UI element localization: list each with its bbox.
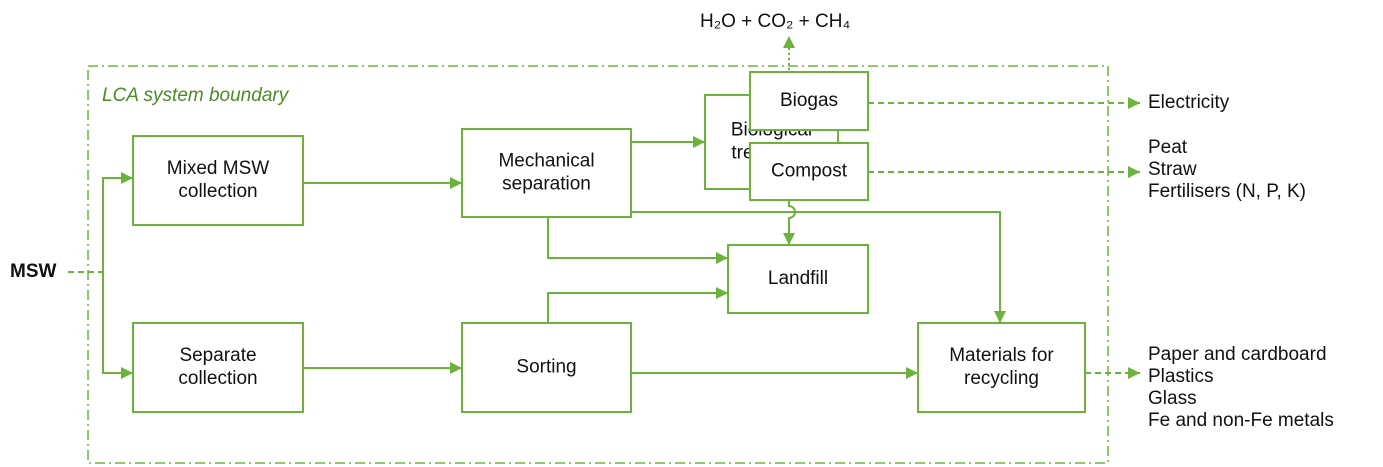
process-label: Landfill <box>768 268 828 289</box>
process-box <box>461 322 632 413</box>
process-label: separation <box>502 174 591 195</box>
process-box <box>917 322 1086 413</box>
process-label: Sorting <box>516 357 576 378</box>
process-label: recycling <box>964 368 1039 389</box>
output-label: Electricity <box>1148 92 1230 113</box>
process-label: Mixed MSW <box>167 158 269 179</box>
process-box <box>749 142 869 201</box>
process-box <box>132 135 304 226</box>
output-label: Glass <box>1148 388 1197 409</box>
process-label: collection <box>178 181 257 202</box>
output-label: Fertilisers (N, P, K) <box>1148 181 1306 202</box>
process-box <box>461 128 632 218</box>
output-label: Straw <box>1148 159 1197 180</box>
process-label: Biogas <box>780 90 838 111</box>
process-label: Separate <box>179 345 256 366</box>
process-label: Materials for <box>949 345 1054 366</box>
process-box <box>132 322 304 413</box>
process-label: Compost <box>771 161 848 182</box>
boundary-label: LCA system boundary <box>102 85 290 106</box>
process-label: collection <box>178 368 257 389</box>
process-box <box>749 71 869 131</box>
output-label: Peat <box>1148 137 1188 158</box>
emissions-label: H₂O + CO₂ + CH₄ <box>700 11 851 32</box>
output-label: Fe and non-Fe metals <box>1148 410 1334 431</box>
process-box <box>727 244 869 314</box>
output-label: Paper and cardboard <box>1148 344 1327 365</box>
input-label: MSW <box>10 261 57 282</box>
output-label: Plastics <box>1148 366 1213 387</box>
system-boundary <box>87 65 1109 464</box>
process-label: Mechanical <box>498 151 594 172</box>
